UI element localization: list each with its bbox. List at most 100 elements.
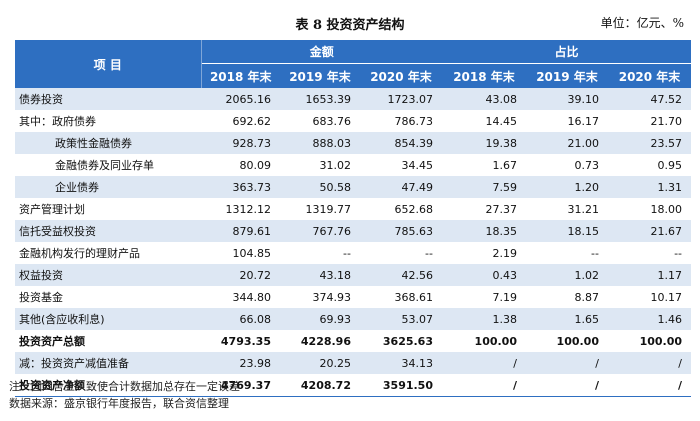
share-cell: 100.00 <box>442 330 526 352</box>
share-cell: 16.17 <box>526 110 608 132</box>
amount-cell: -- <box>280 242 360 264</box>
table-row: 金融债券及同业存单 80.09 31.02 34.45 1.67 0.73 0.95 <box>15 154 692 176</box>
row-label: 政策性金融债券 <box>15 132 201 154</box>
share-cell: 14.45 <box>442 110 526 132</box>
share-cell: 8.87 <box>526 286 608 308</box>
amount-cell: 374.93 <box>280 286 360 308</box>
row-label: 债券投资 <box>15 88 201 110</box>
share-cell: 7.19 <box>442 286 526 308</box>
header-year: 2020 年末 <box>360 63 442 88</box>
amount-cell: 854.39 <box>360 132 442 154</box>
table-notes: 注：因四舍五入致使合计数据加总存在一定误差 数据来源：盛京银行年度报告，联合资信… <box>9 378 240 412</box>
share-cell: 2.19 <box>442 242 526 264</box>
header-row-years: 2018 年末 2019 年末 2020 年末 2018 年末 2019 年末 … <box>15 63 692 88</box>
header-project: 项 目 <box>15 40 202 88</box>
share-cell: 39.10 <box>526 88 608 110</box>
title-row: 表 8 投资资产结构 单位：亿元、% <box>0 0 700 40</box>
share-cell: 1.46 <box>608 308 692 330</box>
amount-cell: -- <box>360 242 442 264</box>
share-cell: / <box>608 352 692 374</box>
share-cell: 43.08 <box>442 88 526 110</box>
row-label: 投资基金 <box>15 286 201 308</box>
amount-cell: 692.62 <box>201 110 280 132</box>
table-row: 其他(含应收利息) 66.08 69.93 53.07 1.38 1.65 1.46 <box>15 308 692 330</box>
amount-cell: 31.02 <box>280 154 360 176</box>
amount-cell: 363.73 <box>201 176 280 198</box>
amount-cell: 767.76 <box>280 220 360 242</box>
amount-cell: 368.61 <box>360 286 442 308</box>
amount-cell: 928.73 <box>201 132 280 154</box>
amount-cell: 4228.96 <box>280 330 360 352</box>
row-label: 权益投资 <box>15 264 201 286</box>
table-row: 信托受益权投资 879.61 767.76 785.63 18.35 18.15 21.67 <box>15 220 692 242</box>
note-rounding: 注：因四舍五入致使合计数据加总存在一定误差 <box>9 380 240 393</box>
share-cell: 0.73 <box>526 154 608 176</box>
row-label: 金融债券及同业存单 <box>15 154 201 176</box>
amount-cell: 43.18 <box>280 264 360 286</box>
table-row: 投资资产总额 4793.35 4228.96 3625.63 100.00 100.00 1… <box>15 330 692 352</box>
amount-cell: 1653.39 <box>280 88 360 110</box>
header-year: 2020 年末 <box>608 63 692 88</box>
header-row-group: 项 目 金额 占比 <box>15 40 692 88</box>
table-row: 其中：政府债券 692.62 683.76 786.73 14.45 16.17 21.70 <box>15 110 692 132</box>
row-label: 企业债券 <box>15 176 201 198</box>
amount-cell: 683.76 <box>280 110 360 132</box>
share-cell: 18.35 <box>442 220 526 242</box>
amount-cell: 2065.16 <box>201 88 280 110</box>
table-row: 政策性金融债券 928.73 888.03 854.39 19.38 21.00 23.57 <box>15 132 692 154</box>
note-source: 数据来源：盛京银行年度报告，联合资信整理 <box>9 397 229 410</box>
share-cell: 0.95 <box>608 154 692 176</box>
amount-cell: 4769.37 <box>201 374 280 397</box>
amount-cell: 786.73 <box>360 110 442 132</box>
row-label: 资产管理计划 <box>15 198 201 220</box>
table-row: 投资资产净额 4769.37 4208.72 3591.50// / <box>15 374 692 397</box>
amount-cell: 879.61 <box>201 220 280 242</box>
row-label: 信托受益权投资 <box>15 220 201 242</box>
table-row: 减：投资资产减值准备 23.98 20.25 34.13// / <box>15 352 692 374</box>
amount-cell: 785.63 <box>360 220 442 242</box>
share-cell: 1.65 <box>526 308 608 330</box>
investment-asset-table: 项 目 金额 占比 2018 年末 2019 年末 2020 年末 2018 年… <box>15 40 692 397</box>
share-cell: 1.20 <box>526 176 608 198</box>
amount-cell: 652.68 <box>360 198 442 220</box>
amount-cell: 4793.35 <box>201 330 280 352</box>
table-row: 权益投资 20.72 43.18 42.56 0.43 1.02 1.17 <box>15 264 692 286</box>
share-cell: 31.21 <box>526 198 608 220</box>
share-cell: 47.52 <box>608 88 692 110</box>
share-cell: 10.17 <box>608 286 692 308</box>
row-label: 投资资产净额 <box>15 374 201 397</box>
header-year: 2019 年末 <box>526 63 608 88</box>
share-cell: / <box>526 374 608 397</box>
share-cell: 23.57 <box>608 132 692 154</box>
amount-cell: 42.56 <box>360 264 442 286</box>
share-cell: 100.00 <box>608 330 692 352</box>
share-cell: 1.17 <box>608 264 692 286</box>
share-cell: 7.59 <box>442 176 526 198</box>
row-label: 投资资产总额 <box>15 330 201 352</box>
table-row: 企业债券 363.73 50.58 47.49 7.59 1.20 1.31 <box>15 176 692 198</box>
table-title: 表 8 投资资产结构 <box>295 18 405 33</box>
share-cell: 21.70 <box>608 110 692 132</box>
share-cell: / <box>526 352 608 374</box>
amount-cell: 1723.07 <box>360 88 442 110</box>
amount-cell: 34.13 <box>360 352 442 374</box>
amount-cell: 66.08 <box>201 308 280 330</box>
share-cell: 21.00 <box>526 132 608 154</box>
amount-cell: 50.58 <box>280 176 360 198</box>
share-cell: 1.38 <box>442 308 526 330</box>
amount-cell: 888.03 <box>280 132 360 154</box>
table-row: 金融机构发行的理财产品 104.85 -- -- 2.19 -- -- <box>15 242 692 264</box>
amount-cell: 20.25 <box>280 352 360 374</box>
header-year: 2018 年末 <box>201 63 280 88</box>
amount-cell: 104.85 <box>201 242 280 264</box>
share-cell: 21.67 <box>608 220 692 242</box>
row-label: 减：投资资产减值准备 <box>15 352 201 374</box>
amount-cell: 53.07 <box>360 308 442 330</box>
amount-cell: 1312.12 <box>201 198 280 220</box>
unit-label: 单位：亿元、% <box>600 16 684 30</box>
share-cell: 18.15 <box>526 220 608 242</box>
amount-cell: 47.49 <box>360 176 442 198</box>
share-cell: 1.02 <box>526 264 608 286</box>
amount-cell: 20.72 <box>201 264 280 286</box>
header-share-group: 占比 <box>442 40 692 64</box>
